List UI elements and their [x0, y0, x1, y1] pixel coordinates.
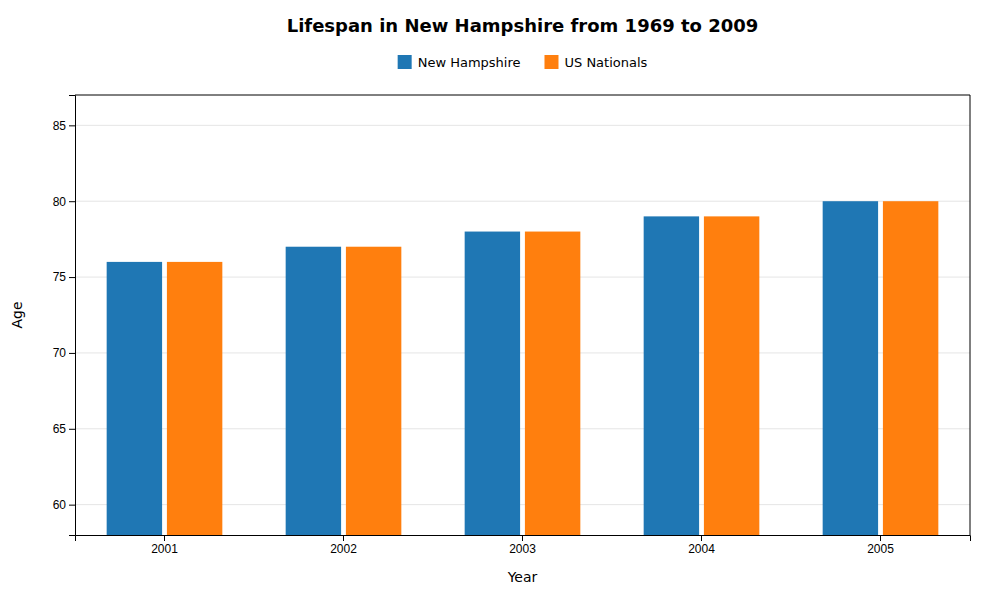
tick-mark: [69, 429, 75, 430]
axis-line: [76, 536, 971, 542]
y-axis: 60 65 70 75 80 85: [53, 96, 76, 536]
legend-item: New Hampshire: [398, 55, 521, 70]
tick-mark: [69, 353, 75, 354]
tick-mark: [343, 535, 344, 541]
legend: New Hampshire US Nationals: [398, 55, 648, 70]
bar-series: [107, 201, 878, 535]
tick-label: 2001: [151, 542, 178, 556]
tick: 75: [53, 270, 75, 284]
tick-mark: [164, 535, 165, 541]
bars: [107, 201, 939, 535]
legend-swatch: [398, 55, 412, 69]
y-axis-title: Age: [9, 301, 25, 328]
tick: 2001: [151, 535, 178, 556]
grid-line: [75, 125, 970, 126]
bar: [286, 247, 341, 535]
tick-label: 60: [53, 498, 67, 512]
tick-mark: [69, 277, 75, 278]
bar: [823, 201, 878, 535]
bar: [644, 216, 699, 535]
tick-mark: [880, 535, 881, 541]
tick: 65: [53, 422, 75, 436]
x-axis-title: Year: [507, 569, 538, 585]
bar: [883, 201, 938, 535]
tick-label: 2002: [330, 542, 357, 556]
tick: 2005: [867, 535, 894, 556]
tick: 80: [53, 195, 75, 209]
tick: 2003: [509, 535, 536, 556]
tick-label: 65: [53, 422, 67, 436]
title: Lifespan in New Hampshire from 1969 to 2…: [287, 15, 759, 36]
tick-label: 2004: [688, 542, 715, 556]
tick-mark: [701, 535, 702, 541]
tick-label: 2005: [867, 542, 894, 556]
bar: [465, 232, 520, 535]
frame: [970, 95, 971, 535]
x-axis: 2001 2002 2003 2004 2005: [76, 535, 971, 556]
frame: [75, 95, 970, 96]
bar-series: [167, 201, 938, 535]
tick-mark: [522, 535, 523, 541]
tick-label: 2003: [509, 542, 536, 556]
bar: [107, 262, 162, 535]
tick-mark: [69, 201, 75, 202]
tick-label: 80: [53, 195, 67, 209]
tick: 60: [53, 498, 75, 512]
legend-swatch: [544, 55, 558, 69]
bar: [704, 216, 759, 535]
plot: 2001 2002 2003 2004 2005 60 65 70 75 80 85: [53, 95, 971, 600]
tick: 70: [53, 346, 75, 360]
tick: 2004: [688, 535, 715, 556]
tick: 85: [53, 119, 75, 133]
tick-label: 70: [53, 346, 67, 360]
tick-mark: [69, 505, 75, 506]
tick-label: 85: [53, 119, 67, 133]
tick: 2002: [330, 535, 357, 556]
legend-label: US Nationals: [564, 55, 647, 70]
legend-item: US Nationals: [544, 55, 647, 70]
axis-line: [69, 96, 76, 536]
bar: [346, 247, 401, 535]
legend-label: New Hampshire: [418, 55, 521, 70]
tick-mark: [69, 125, 75, 126]
chart: 2001 2002 2003 2004 2005 60 65 70 75 80 85 Year Age L…: [0, 0, 1000, 600]
bar: [525, 232, 580, 535]
tick-label: 75: [53, 270, 67, 284]
bar: [167, 262, 222, 535]
